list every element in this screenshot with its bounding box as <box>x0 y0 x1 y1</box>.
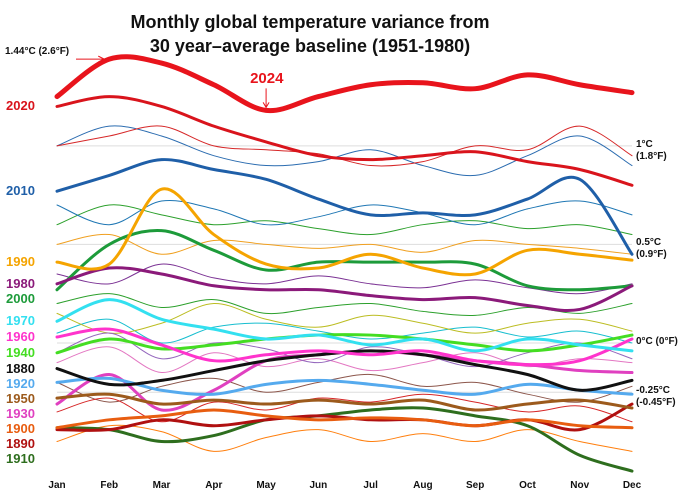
legend-label: 1950 <box>6 390 35 406</box>
legend-label: 1890 <box>6 435 35 451</box>
x-tick-label: Mar <box>152 480 171 491</box>
legend-label: 1940 <box>6 344 35 360</box>
legend-label: 1910 <box>6 450 35 466</box>
series-line <box>55 333 634 355</box>
legend-label: 1920 <box>6 375 35 391</box>
series-annotation: 2024 <box>250 70 284 88</box>
x-tick-label: Feb <box>100 480 119 491</box>
series-line <box>55 408 634 430</box>
x-tick-label: Nov <box>570 480 590 491</box>
series-line <box>55 392 634 412</box>
series-line <box>56 263 633 295</box>
series-line <box>56 125 633 177</box>
y-tick-label: 0°C (0°F) <box>636 335 678 347</box>
series-line <box>56 424 633 452</box>
x-tick-label: Sep <box>466 480 485 491</box>
x-tick-label: May <box>256 480 276 491</box>
legend-label: 1960 <box>6 329 35 345</box>
legend-label: 1900 <box>6 420 35 436</box>
x-tick-label: Aug <box>413 480 433 491</box>
x-tick-label: Dec <box>622 480 642 491</box>
series-line <box>55 376 634 396</box>
series-line <box>54 54 635 114</box>
x-tick-label: Apr <box>205 480 223 491</box>
legend-label: 2010 <box>6 183 35 199</box>
series-line <box>56 303 633 334</box>
legend-label: 1930 <box>6 405 35 421</box>
series-line <box>55 298 634 353</box>
y-tick-label: 1°C (1.8°F) <box>636 138 667 162</box>
x-tick-label: Jan <box>48 480 66 491</box>
series-line <box>56 204 633 236</box>
annotation: 1.44°C (2.6°F) <box>5 46 70 57</box>
series-line <box>55 406 634 473</box>
chart-title: 30 year–average baseline (1951-1980) <box>149 36 471 56</box>
series-line <box>55 158 634 256</box>
series-line <box>56 233 633 255</box>
x-tick-label: Oct <box>519 480 536 491</box>
legend-label: 1980 <box>6 275 35 291</box>
legend-label: 1990 <box>6 254 35 270</box>
arrow-head <box>262 102 270 109</box>
series-line <box>56 199 633 226</box>
chart-title: Monthly global temperature variance from <box>130 12 490 32</box>
y-tick-label: 0.5°C (0.9°F) <box>636 237 667 261</box>
legend-label: 2020 <box>6 98 35 114</box>
legend-label: 1970 <box>6 313 35 329</box>
series-line <box>56 373 633 403</box>
series-line <box>56 293 633 316</box>
x-tick-label: Jul <box>363 480 378 491</box>
series-line <box>55 187 634 277</box>
arrow-head <box>98 55 106 63</box>
y-tick-label: -0.25°C (-0.45°F) <box>636 385 676 409</box>
series-line <box>55 327 634 367</box>
series-line <box>55 266 634 312</box>
legend-label: 2000 <box>6 290 35 306</box>
legend-label: 1880 <box>6 360 35 376</box>
series-line <box>55 95 634 187</box>
x-tick-label: Jun <box>309 480 328 491</box>
